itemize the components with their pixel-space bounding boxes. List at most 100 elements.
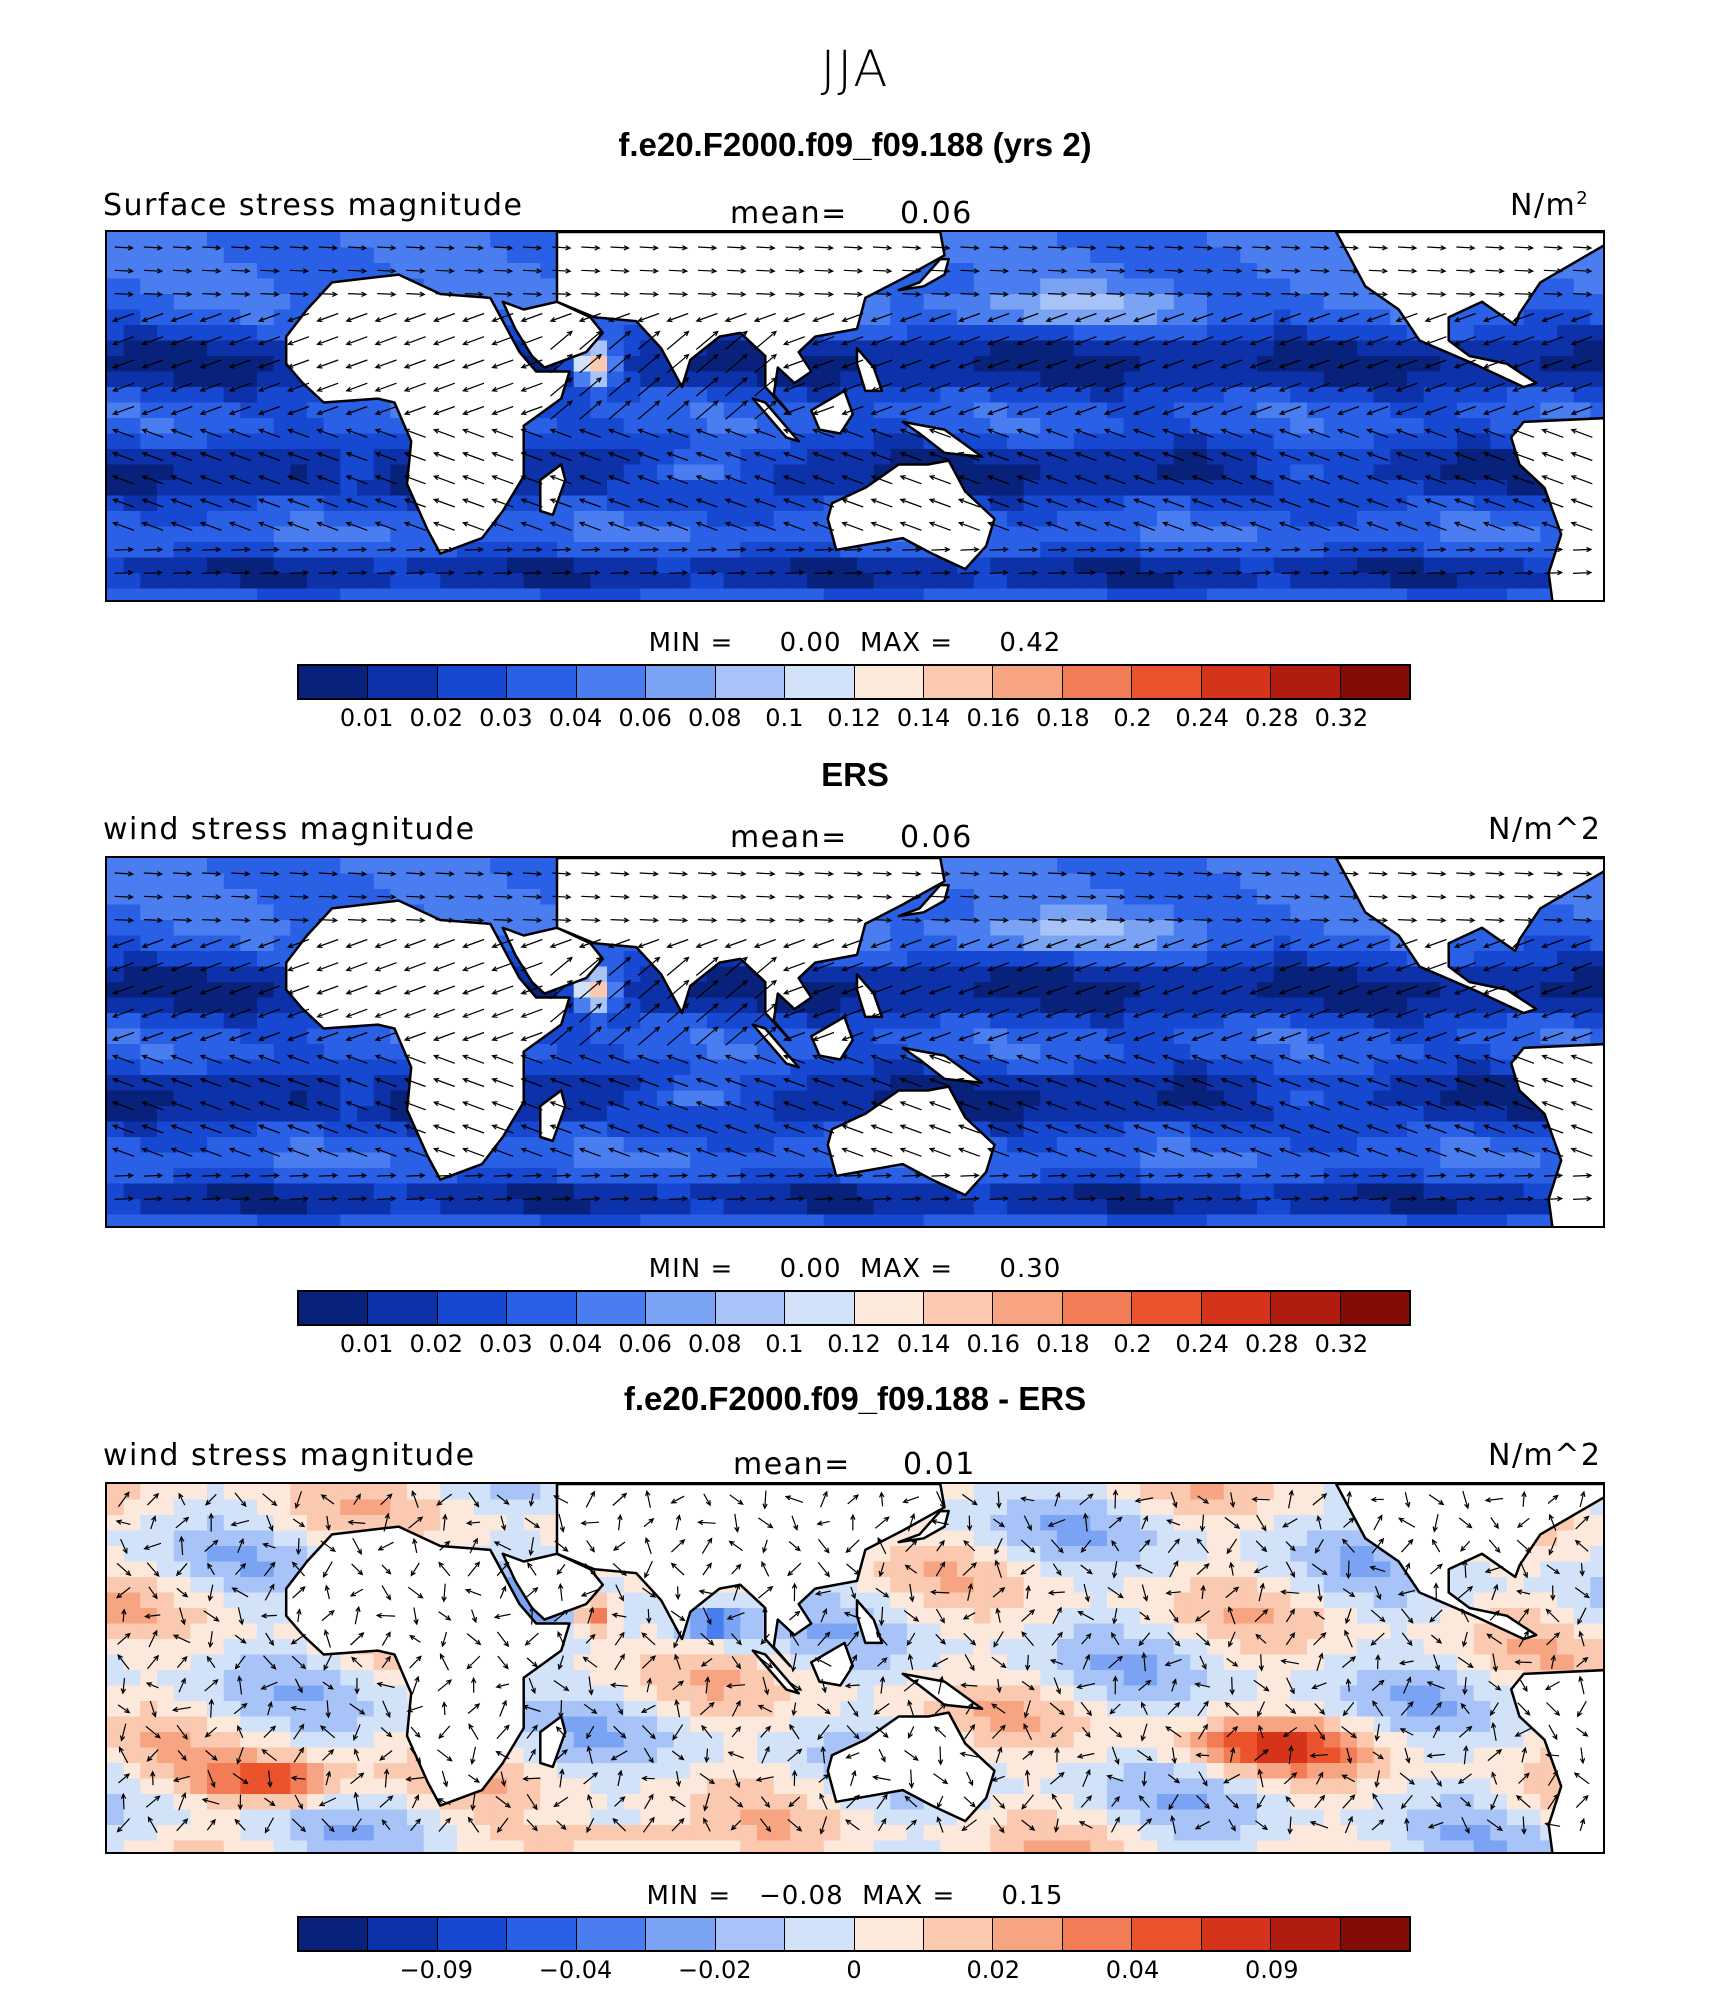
field-cell	[140, 982, 158, 999]
field-cell	[290, 1137, 308, 1154]
wind-vector-arrow	[462, 498, 485, 508]
wind-vector-arrow	[228, 475, 251, 485]
field-cell	[1073, 935, 1091, 952]
field-cell	[1540, 340, 1558, 357]
wind-vector-arrow	[1220, 521, 1243, 531]
field-cell	[557, 511, 575, 528]
field-cell	[1207, 966, 1225, 983]
wind-vector-arrow	[231, 268, 251, 274]
field-cell	[740, 449, 758, 466]
field-cell	[807, 511, 825, 528]
field-cell	[1340, 966, 1358, 983]
field-cell	[1057, 247, 1075, 264]
field-cell	[1057, 449, 1075, 466]
field-cell	[507, 573, 525, 590]
field-cell	[1373, 449, 1391, 466]
field-cell	[1273, 1013, 1291, 1030]
field-cell	[1223, 387, 1241, 404]
wind-vector-arrow	[1424, 498, 1447, 508]
wind-vector-arrow	[403, 475, 426, 485]
field-cell	[190, 294, 208, 311]
field-cell	[307, 526, 325, 543]
wind-vector-arrow	[552, 546, 572, 553]
wind-vector-arrow	[345, 336, 368, 346]
field-cell	[273, 371, 291, 388]
wind-vector-arrow	[260, 546, 280, 553]
wind-vector-arrow	[782, 475, 806, 485]
wind-vector-arrow	[170, 382, 193, 392]
wind-vector-arrow	[812, 475, 835, 485]
field-cell	[1190, 309, 1208, 326]
field-cell	[1157, 371, 1175, 388]
wind-vector-arrow	[257, 428, 281, 438]
field-cell	[1457, 387, 1475, 404]
land-mass	[1509, 416, 1603, 600]
field-cell	[1290, 480, 1308, 497]
field-cell	[1023, 511, 1041, 528]
wind-vector-arrow	[1047, 291, 1068, 297]
field-cell	[623, 526, 641, 543]
colorbar-swatch	[299, 666, 369, 698]
field-cell	[357, 1137, 375, 1154]
field-cell	[790, 1013, 808, 1030]
field-cell	[1107, 1137, 1125, 1154]
field-cell	[990, 480, 1008, 497]
field-cell	[323, 247, 341, 264]
field-cell	[1307, 356, 1325, 373]
field-cell	[1257, 294, 1275, 311]
field-cell	[923, 1028, 941, 1045]
field-cell	[1023, 464, 1041, 481]
field-cell	[240, 402, 258, 419]
field-cell	[1040, 966, 1058, 983]
field-cell	[140, 935, 158, 952]
wind-vector-arrow	[668, 291, 689, 297]
field-cell	[1157, 1137, 1175, 1154]
field-cell	[1190, 997, 1208, 1014]
field-cell	[1557, 966, 1575, 983]
field-cell	[907, 1059, 925, 1076]
field-cell	[1090, 951, 1108, 968]
field-cell	[240, 1013, 258, 1030]
field-cell	[707, 387, 725, 404]
field-cell	[740, 526, 758, 543]
field-cell	[207, 294, 225, 311]
field-cell	[1540, 387, 1558, 404]
field-cell	[1007, 557, 1025, 574]
field-cell	[1273, 1152, 1291, 1169]
wind-vector-arrow	[432, 336, 456, 346]
field-cell	[1373, 526, 1391, 543]
field-cell	[523, 1199, 541, 1216]
field-cell	[107, 1090, 125, 1107]
wind-vector-arrow	[637, 475, 660, 485]
field-cell	[1273, 356, 1291, 373]
field-cell	[523, 232, 541, 249]
field-cell	[1440, 511, 1458, 528]
wind-vector-arrow	[1572, 245, 1593, 251]
field-cell	[1340, 325, 1358, 342]
wind-vector-arrow	[1191, 336, 1214, 346]
field-cell	[507, 889, 525, 906]
wind-vector-arrow	[899, 498, 922, 508]
wind-vector-arrow	[374, 498, 397, 508]
wind-vector-arrow	[1191, 359, 1214, 369]
field-cell	[1140, 873, 1158, 890]
wind-vector-arrow	[639, 570, 660, 576]
field-cell	[157, 340, 175, 357]
field-cell	[1540, 588, 1558, 600]
wind-vector-arrow	[814, 570, 835, 576]
field-cell	[1240, 873, 1258, 890]
field-cell	[123, 371, 141, 388]
wind-vector-arrow	[1249, 382, 1272, 392]
field-cell	[907, 966, 925, 983]
wind-vector-arrow	[287, 382, 310, 392]
wind-vector-arrow	[1424, 336, 1447, 346]
field-cell	[1157, 904, 1175, 921]
field-cell	[1157, 526, 1175, 543]
field-cell	[740, 982, 758, 999]
field-cell	[323, 1152, 341, 1169]
field-cell	[1040, 325, 1058, 342]
wind-vector-arrow	[1541, 498, 1564, 508]
wind-vector-arrow	[1541, 428, 1564, 438]
field-cell	[690, 433, 708, 450]
field-cell	[873, 1044, 891, 1061]
